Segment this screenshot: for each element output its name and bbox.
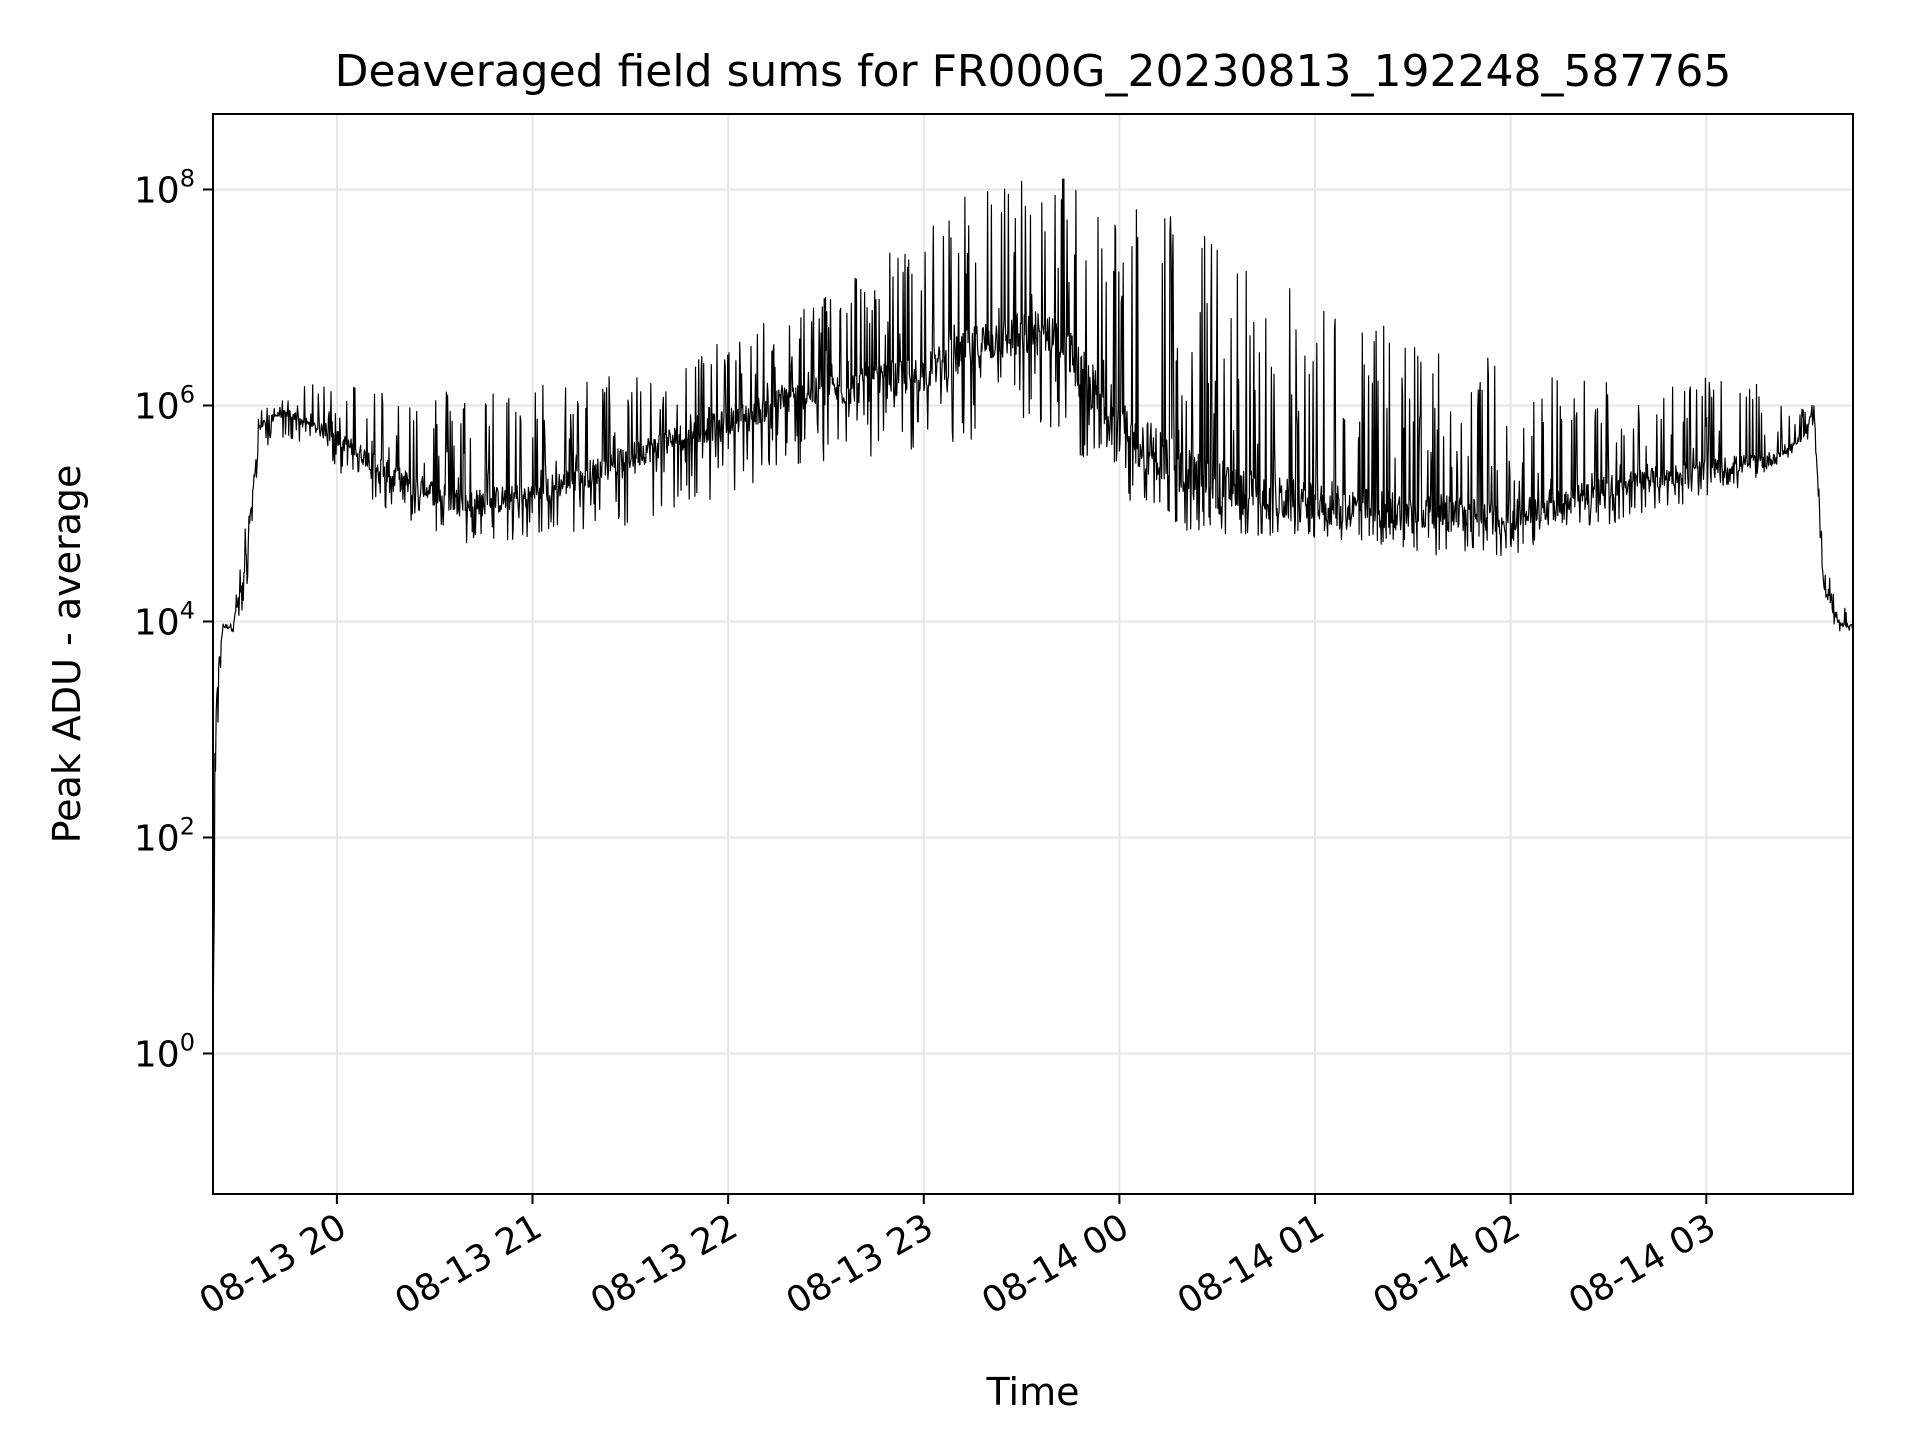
y-tick-base: 10 xyxy=(134,602,180,643)
y-tick-exponent: 0 xyxy=(180,1028,195,1056)
x-axis-label: Time xyxy=(986,1370,1080,1414)
y-tick-label: 100 xyxy=(134,1028,195,1075)
y-axis-label: Peak ADU - average xyxy=(45,465,89,844)
plot-frame xyxy=(212,113,1854,1195)
y-tick-label: 102 xyxy=(134,812,195,859)
series-path xyxy=(212,178,1854,1054)
y-tick-label: 108 xyxy=(134,164,195,211)
y-tick-base: 10 xyxy=(134,386,180,427)
y-tick-label: 104 xyxy=(134,596,195,643)
series-line xyxy=(212,178,1854,1054)
y-tick-exponent: 8 xyxy=(180,164,195,192)
y-tick-base: 10 xyxy=(134,170,180,211)
y-tick-base: 10 xyxy=(134,1034,180,1075)
y-tick-exponent: 6 xyxy=(180,380,195,408)
y-tick-exponent: 4 xyxy=(180,596,195,624)
chart-title: Deaveraged field sums for FR000G_2023081… xyxy=(335,46,1732,97)
y-tick-base: 10 xyxy=(134,818,180,859)
y-tick-exponent: 2 xyxy=(180,812,195,840)
y-tick-label: 106 xyxy=(134,380,195,427)
